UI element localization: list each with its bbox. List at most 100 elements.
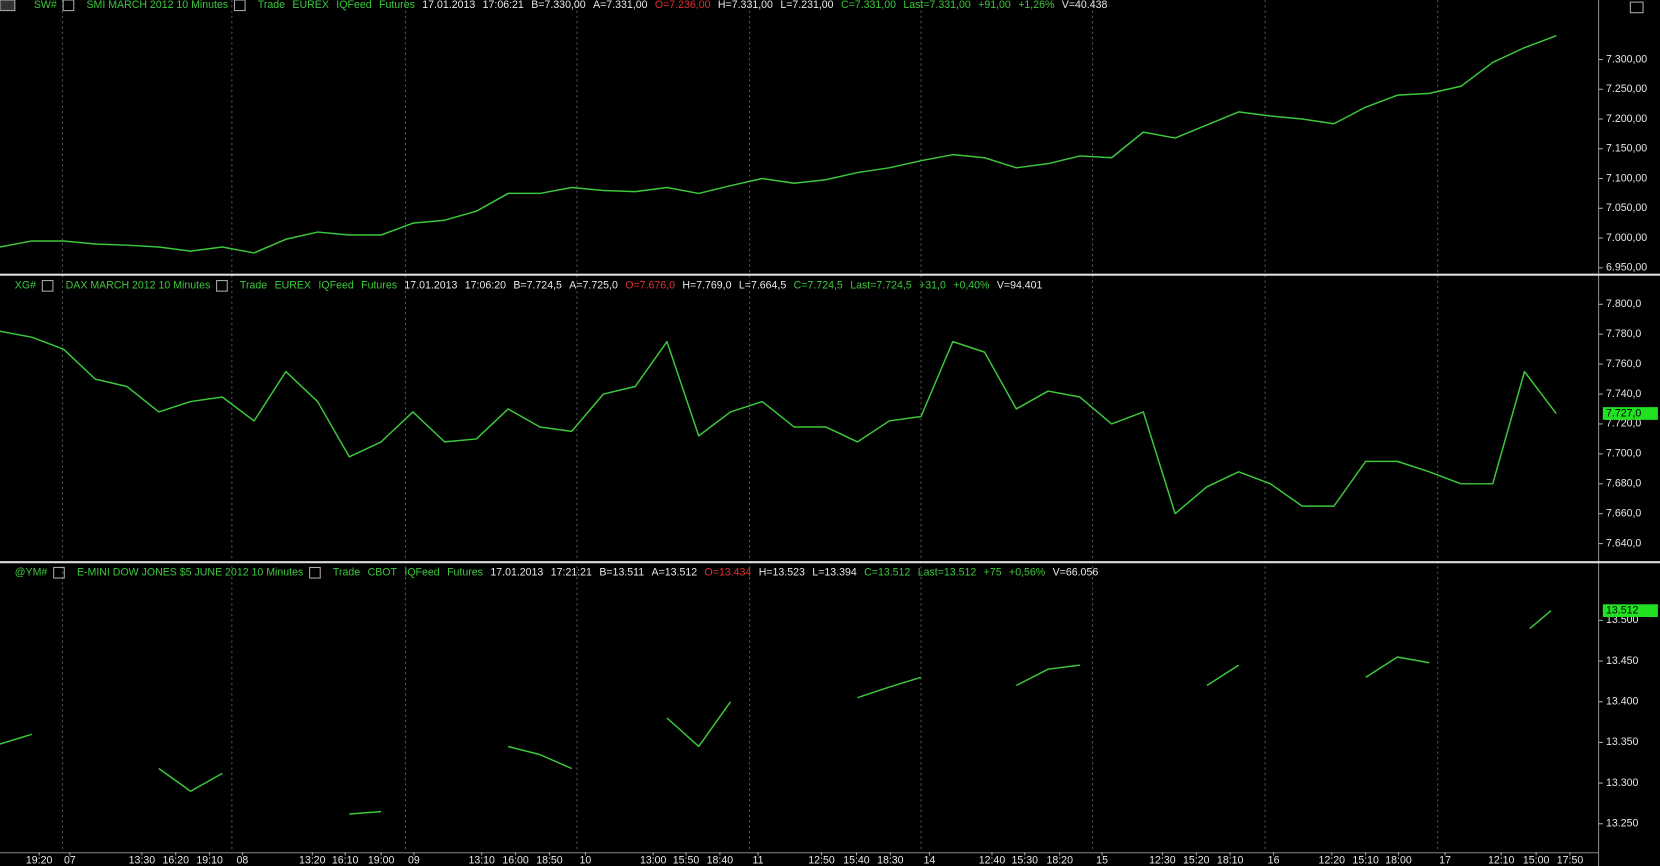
header-text: A=13.512 xyxy=(652,567,698,579)
header-text: B=13.511 xyxy=(599,567,644,579)
x-tick-label: 17 xyxy=(1439,855,1451,866)
x-tick-label: 18:20 xyxy=(1046,855,1073,866)
button xyxy=(53,566,65,579)
header-text: DAX MARCH 2012 10 Minutes xyxy=(66,280,211,292)
x-tick-label: 18:50 xyxy=(536,855,563,866)
header-text: IQFeed xyxy=(336,0,371,11)
x-tick-label: 18:30 xyxy=(877,855,904,866)
x-tick-label: 13:20 xyxy=(299,855,326,866)
x-tick-label: 16:00 xyxy=(502,855,529,866)
header-text: IQFeed xyxy=(318,280,353,292)
y-tick-label: 7.740,0 xyxy=(1606,388,1641,400)
y-tick-label: 13.350 xyxy=(1606,736,1638,748)
button xyxy=(309,566,321,579)
x-tick-label: 15 xyxy=(1096,855,1108,866)
y-tick-label: 7.760,0 xyxy=(1606,358,1641,370)
y-tick-label: 7.300,00 xyxy=(1606,53,1647,65)
header-text: 17:06:20 xyxy=(465,280,506,292)
header-text: H=13.523 xyxy=(759,567,805,579)
y-tick-label: 7.780,0 xyxy=(1606,328,1641,340)
header-text: L=7.664,5 xyxy=(739,280,786,292)
y-tick-label: 7.700,0 xyxy=(1606,448,1641,460)
y-tick-label: 7.640,0 xyxy=(1606,537,1641,549)
header-text: +75 xyxy=(984,567,1002,579)
x-tick-label: 15:40 xyxy=(843,855,870,866)
header-text: SW# xyxy=(34,0,57,11)
header-text: V=66.056 xyxy=(1053,567,1099,579)
x-tick-label: 13:10 xyxy=(468,855,495,866)
y-tick-label: 13.500 xyxy=(1606,614,1638,626)
header-text: A=7.331,00 xyxy=(593,0,648,11)
x-tick-label: 18:40 xyxy=(707,855,734,866)
header-text: +0,40% xyxy=(953,280,990,292)
header-text: O=7.236,00 xyxy=(655,0,711,11)
header-text: Trade xyxy=(240,280,267,292)
x-tick-label: 13:00 xyxy=(640,855,667,866)
button[interactable] xyxy=(0,0,16,12)
y-tick-label: 13.250 xyxy=(1606,818,1638,830)
x-tick-label: 16:10 xyxy=(332,855,359,866)
y-tick-label: 7.200,00 xyxy=(1606,113,1647,125)
day-separators xyxy=(61,0,1439,853)
x-tick-label: 07 xyxy=(64,855,76,866)
y-tick-label: 6.950,00 xyxy=(1606,262,1647,274)
x-tick-label: 18:00 xyxy=(1385,855,1412,866)
x-tick-label: 15:00 xyxy=(1523,855,1550,866)
last-price-box xyxy=(1602,407,1658,420)
header-text: XG# xyxy=(15,280,36,292)
header-text: @YM# xyxy=(15,567,48,579)
x-tick-label: 08 xyxy=(237,855,249,866)
y-tick-label: 7.250,00 xyxy=(1606,83,1647,95)
header-text: Last=7.724,5 xyxy=(850,280,912,292)
header-text: Futures xyxy=(447,567,483,579)
last-price-label: 7.727,0 xyxy=(1606,407,1641,419)
header-text: E-MINI DOW JONES $5 JUNE 2012 10 Minutes xyxy=(77,567,303,579)
x-tick-label: 15:30 xyxy=(1012,855,1039,866)
button[interactable] xyxy=(1629,1,1644,14)
x-tick-label: 12:10 xyxy=(1488,855,1515,866)
header-text: L=13.394 xyxy=(812,567,857,579)
header-text: IQFeed xyxy=(404,567,439,579)
x-tick-label: 18:10 xyxy=(1217,855,1244,866)
y-tick-label: 7.150,00 xyxy=(1606,143,1647,155)
price-line xyxy=(0,330,1557,515)
x-tick-label: 13:30 xyxy=(129,855,156,866)
x-tick-label: 15:50 xyxy=(673,855,700,866)
header-text: Futures xyxy=(361,280,397,292)
x-tick-label: 19:00 xyxy=(368,855,395,866)
x-tick-label: 12:20 xyxy=(1319,855,1346,866)
x-tick-label: 19:10 xyxy=(196,855,223,866)
header-text: C=7.331,00 xyxy=(841,0,896,11)
header-text: O=7.676,0 xyxy=(625,280,675,292)
x-tick-label: 14 xyxy=(924,855,936,866)
header-text: Trade xyxy=(258,0,285,11)
x-tick-label: 16 xyxy=(1268,855,1280,866)
y-tick-label: 7.100,00 xyxy=(1606,172,1647,184)
x-tick-label: 10 xyxy=(580,855,592,866)
header-text: EUREX xyxy=(292,0,328,11)
header-text: Trade xyxy=(333,567,360,579)
header-text: H=7.331,00 xyxy=(718,0,773,11)
x-tick-label: 09 xyxy=(408,855,420,866)
header-text: V=94.401 xyxy=(997,280,1043,292)
header-text: O=13.434 xyxy=(705,567,752,579)
header-text: B=7.724,5 xyxy=(513,280,562,292)
y-tick-label: 13.400 xyxy=(1606,696,1638,708)
x-tick-label: 12:40 xyxy=(979,855,1006,866)
x-tick-label: 12:50 xyxy=(808,855,835,866)
header-text: +31,0 xyxy=(919,280,946,292)
header-text: Last=7.331,00 xyxy=(903,0,970,11)
header-text: +0,56% xyxy=(1009,567,1046,579)
header-text: +1,26% xyxy=(1018,0,1055,11)
y-tick-label: 7.050,00 xyxy=(1606,202,1647,214)
y-tick-label: 7.660,0 xyxy=(1606,507,1641,519)
header-text: 17.01.2013 xyxy=(422,0,475,11)
y-tick-label: 13.300 xyxy=(1606,777,1638,789)
header-text: C=7.724,5 xyxy=(794,280,843,292)
header-text: 17:06:21 xyxy=(483,0,524,11)
x-tick-label: 11 xyxy=(753,855,764,866)
y-tick-label: 7.000,00 xyxy=(1606,232,1647,244)
header-text: B=7.330,00 xyxy=(531,0,586,11)
